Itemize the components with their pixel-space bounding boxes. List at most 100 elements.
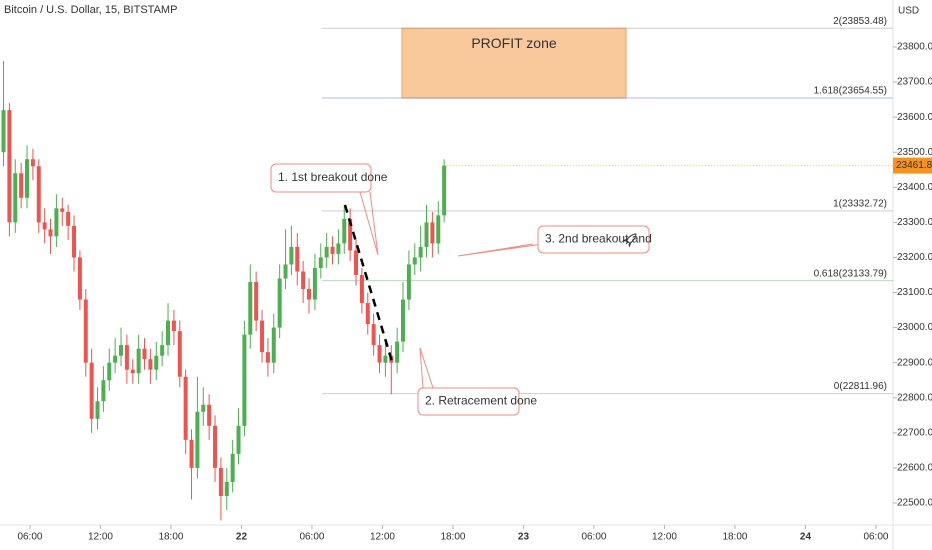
candle-body	[113, 355, 118, 363]
profit-zone	[401, 27, 627, 99]
y-tick-label: 23600.00	[897, 112, 932, 123]
candle-body	[30, 159, 35, 167]
candle-body	[230, 453, 235, 482]
candle-body	[436, 215, 441, 244]
candle-body	[213, 425, 218, 468]
x-tick-label: 12:00	[370, 532, 395, 543]
x-tick-label: 18:00	[158, 532, 183, 543]
callout-box	[417, 387, 520, 416]
fib-label: 0.618(23133.79)	[814, 268, 887, 279]
fib-label: 0(22811.96)	[834, 381, 887, 392]
x-tick-label: 22	[236, 532, 248, 543]
candle-body	[171, 320, 176, 332]
candle-body	[60, 208, 65, 212]
candle-body	[254, 282, 259, 321]
candle-body	[142, 348, 147, 360]
candle-body	[295, 246, 300, 272]
x-tick-label: 18:00	[440, 532, 465, 543]
y-tick-label: 23800.00	[897, 42, 932, 53]
candle-body	[260, 320, 265, 353]
x-tick-label: 06:00	[17, 532, 42, 543]
candle-body	[101, 380, 106, 402]
candle-body	[89, 362, 94, 419]
candle-body	[371, 324, 376, 346]
candle-body	[442, 165, 447, 216]
candle-body	[25, 159, 30, 198]
x-tick-label: 06:00	[299, 532, 324, 543]
candle-body	[119, 345, 124, 356]
candle-body	[48, 229, 53, 237]
candle-body	[265, 352, 270, 363]
candle-body	[359, 274, 364, 304]
chart-title: Bitcoin / U.S. Dollar, 15, BITSTAMP	[4, 4, 177, 16]
x-tick-label: 23	[518, 532, 530, 543]
candle-body	[177, 331, 182, 377]
candle-body	[183, 376, 188, 440]
candle-body	[277, 278, 282, 328]
candle-body	[72, 225, 77, 258]
candle-body	[324, 246, 329, 258]
candle-body	[77, 257, 82, 300]
y-tick-label: 23100.00	[897, 287, 932, 298]
x-tick-label: 24	[800, 532, 812, 543]
candle-body	[207, 404, 212, 426]
y-tick-label: 23300.00	[897, 217, 932, 228]
candle-body	[189, 439, 194, 468]
y-tick-label: 23500.00	[897, 147, 932, 158]
fib-label: 1(23332.72)	[833, 199, 887, 210]
candle-body	[95, 401, 100, 419]
callout-box	[270, 163, 372, 193]
y-tick-label: 22600.00	[897, 463, 932, 474]
y-tick-label: 22700.00	[897, 427, 932, 438]
candle-body	[54, 208, 59, 237]
candle-body	[124, 345, 129, 370]
y-tick-label: 23700.00	[897, 77, 932, 88]
candle-body	[348, 218, 353, 251]
candle-body	[242, 334, 247, 426]
fib-label: 1.618(23654.55)	[814, 86, 887, 97]
candle-body	[166, 320, 171, 346]
candle-body	[130, 369, 135, 374]
candle-body	[271, 327, 276, 363]
candle-body	[395, 341, 400, 363]
candle-body	[218, 467, 223, 496]
callout-pointer	[457, 243, 544, 257]
callout-pointer	[359, 191, 379, 256]
candle-body	[312, 267, 317, 300]
candle-body	[136, 348, 141, 374]
candle-body	[224, 481, 229, 496]
candle-body	[19, 173, 24, 198]
candle-body	[36, 166, 41, 223]
rocket-icon	[622, 233, 637, 248]
callout-text: 2. Retracement done	[425, 394, 537, 408]
candle-body	[401, 299, 406, 342]
x-tick-label: 06:00	[863, 532, 888, 543]
last-price-label: 23461.87	[896, 160, 932, 171]
candle-body	[107, 362, 112, 381]
x-tick-label: 12:00	[88, 532, 113, 543]
candle-body	[418, 246, 423, 258]
last-price-tag	[893, 157, 932, 174]
candle-body	[13, 173, 18, 223]
candle-body	[201, 404, 206, 412]
candle-body	[430, 222, 435, 244]
y-tick-label: 23200.00	[897, 252, 932, 263]
candle-body	[7, 110, 12, 223]
candle-body	[83, 299, 88, 363]
y-tick-label: 22900.00	[897, 357, 932, 368]
candle-body	[336, 243, 341, 254]
candle-body	[301, 271, 306, 290]
candle-body	[383, 355, 388, 363]
y-tick-label: 22500.00	[897, 498, 932, 509]
candle-body	[354, 250, 359, 275]
candle-body	[377, 345, 382, 363]
candle-body	[154, 355, 159, 370]
callout-pointer	[419, 347, 434, 389]
candle-body	[1, 110, 6, 153]
callout-text: 3. 2nd breakout and	[545, 232, 652, 246]
candle-body	[330, 246, 335, 254]
candle-body	[66, 211, 71, 226]
candle-body	[424, 222, 429, 247]
candle-body	[283, 264, 288, 279]
currency-label: USD	[898, 6, 919, 17]
